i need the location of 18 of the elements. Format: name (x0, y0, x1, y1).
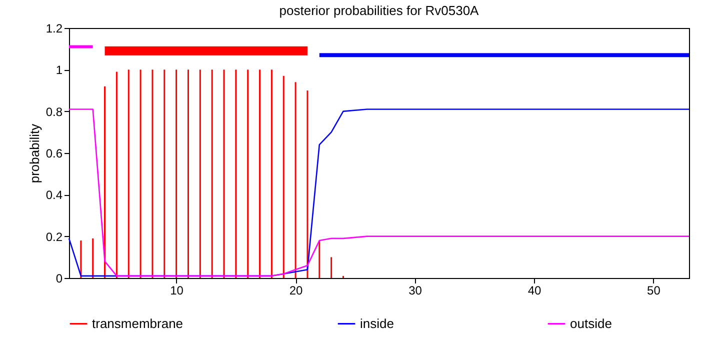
y-tick-label: 0.6 (46, 146, 63, 160)
y-tick-label: 0.2 (46, 230, 63, 244)
y-tick-label: 0 (56, 272, 63, 286)
y-tick-label: 0.4 (46, 188, 63, 202)
y-axis-title: probability (26, 123, 42, 184)
x-tick-label: 10 (170, 284, 184, 298)
x-tick-label: 40 (528, 284, 542, 298)
x-tick-label: 50 (647, 284, 661, 298)
legend-label: outside (570, 316, 612, 331)
y-tick-label: 1 (56, 63, 63, 78)
legend-label: transmembrane (92, 316, 184, 331)
y-tick-label: 0.8 (46, 104, 63, 119)
y-tick-label: 1.2 (46, 22, 63, 36)
chart-title: posterior probabilities for Rv0530A (279, 3, 480, 18)
x-tick-label: 30 (408, 284, 422, 298)
line-series (68, 108, 690, 277)
legend-label: inside (360, 316, 394, 331)
x-tick-label: 20 (289, 284, 304, 298)
